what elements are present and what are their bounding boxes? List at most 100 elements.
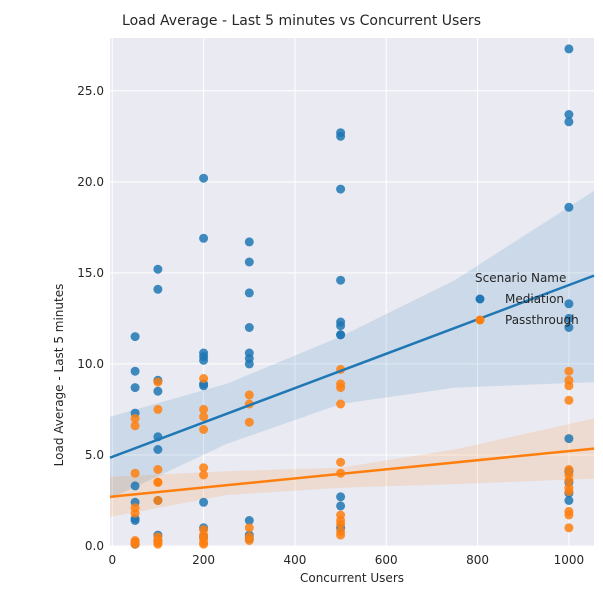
scatter-point (153, 496, 163, 505)
scatter-point (564, 299, 574, 309)
scatter-point (153, 465, 163, 474)
scatter-point (244, 288, 254, 298)
scatter-point (153, 445, 163, 454)
scatter-point (564, 476, 574, 485)
confidence-band (110, 418, 594, 517)
scatter-point (130, 539, 140, 549)
x-tick-label: 0 (108, 553, 116, 567)
y-tick-labels: 0.0 5.0 10.0 15.0 20.0 25.0 (77, 84, 104, 553)
scatter-point (564, 313, 574, 323)
scatter-point (336, 184, 346, 194)
x-tick-label: 1000 (554, 553, 585, 567)
scatter-point (564, 44, 574, 54)
scatter-point (130, 383, 140, 393)
scatter-point (130, 516, 140, 525)
scatter-point (244, 516, 254, 525)
scatter-point (336, 330, 346, 340)
scatter-point (199, 355, 209, 365)
scatter-point (244, 390, 254, 400)
scatter-point (199, 233, 209, 243)
data-points (130, 44, 574, 549)
scatter-point (130, 414, 140, 423)
scatter-point (199, 404, 209, 414)
y-tick-label: 25.0 (77, 84, 104, 98)
y-tick-label: 0.0 (85, 539, 104, 553)
scatter-point (336, 501, 346, 511)
y-tick-label: 5.0 (85, 448, 104, 462)
scatter-point (199, 463, 209, 473)
scatter-point (153, 284, 163, 294)
scatter-point (244, 323, 254, 332)
scatter-point (199, 381, 209, 391)
scatter-point (244, 237, 254, 247)
scatter-point (199, 173, 209, 183)
scatter-point (336, 530, 346, 540)
scatter-point (564, 510, 574, 520)
scatter-point (130, 468, 140, 478)
scatter-point (564, 117, 574, 127)
scatter-point (564, 486, 574, 496)
scatter-point (153, 477, 163, 487)
legend: Scenario Name Mediation Passthrough (475, 271, 579, 327)
scatter-point (130, 508, 140, 518)
scatter-point (564, 110, 574, 119)
legend-items: Mediation Passthrough (475, 292, 579, 327)
regression-line (109, 447, 595, 499)
scatter-point (130, 366, 140, 376)
scatter-point (564, 381, 574, 391)
scatter-point (336, 399, 346, 409)
x-axis-label: Concurrent Users (300, 571, 404, 585)
scatter-point (199, 425, 209, 434)
scatter-point (336, 492, 346, 502)
x-tick-label: 200 (192, 553, 215, 567)
regression-lines (109, 274, 595, 499)
scatter-point (564, 523, 574, 533)
scatter-point (244, 536, 254, 545)
scatter-point (199, 497, 209, 507)
scatter-point (564, 496, 574, 505)
scatter-point (564, 202, 574, 212)
y-tick-label: 10.0 (77, 357, 104, 371)
scatter-point (153, 386, 163, 396)
scatter-point (130, 481, 140, 491)
legend-marker (475, 315, 485, 325)
scatter-point (153, 404, 163, 414)
scatter-point (336, 321, 346, 331)
scatter-point (336, 131, 346, 141)
scatter-point (244, 417, 254, 427)
confidence-band (110, 190, 594, 499)
scatter-point (336, 275, 346, 285)
chart-title: Load Average - Last 5 minutes vs Concurr… (122, 13, 481, 29)
regression-line (109, 274, 595, 459)
scatter-point (130, 332, 140, 342)
scatter-point (244, 257, 254, 267)
x-tick-label: 400 (283, 553, 306, 567)
scatter-point (153, 377, 163, 387)
scatter-point (244, 523, 254, 533)
scatter-point (199, 374, 209, 383)
y-tick-label: 20.0 (77, 175, 104, 189)
legend-label: Mediation (505, 292, 564, 306)
scatter-point (564, 395, 574, 405)
scatter-point (244, 359, 254, 369)
scatter-point (153, 539, 163, 549)
scatter-point (564, 366, 574, 376)
x-tick-labels: 0 200 400 600 800 1000 (108, 553, 584, 567)
y-axis-label: Load Average - Last 5 minutes (52, 284, 66, 467)
scatter-point (336, 383, 346, 393)
scatter-point (199, 412, 209, 422)
scatter-point (199, 539, 209, 549)
scatter-point (564, 323, 574, 332)
plot-area (110, 38, 594, 546)
scatter-point (336, 519, 346, 529)
confidence-bands (110, 190, 594, 517)
x-tick-label: 800 (466, 553, 489, 567)
legend-label: Passthrough (505, 313, 579, 327)
scatter-point (130, 421, 140, 431)
scatter-point (153, 264, 163, 274)
scatter-point (564, 434, 574, 444)
grid-lines (110, 38, 594, 547)
scatter-point (199, 470, 209, 480)
